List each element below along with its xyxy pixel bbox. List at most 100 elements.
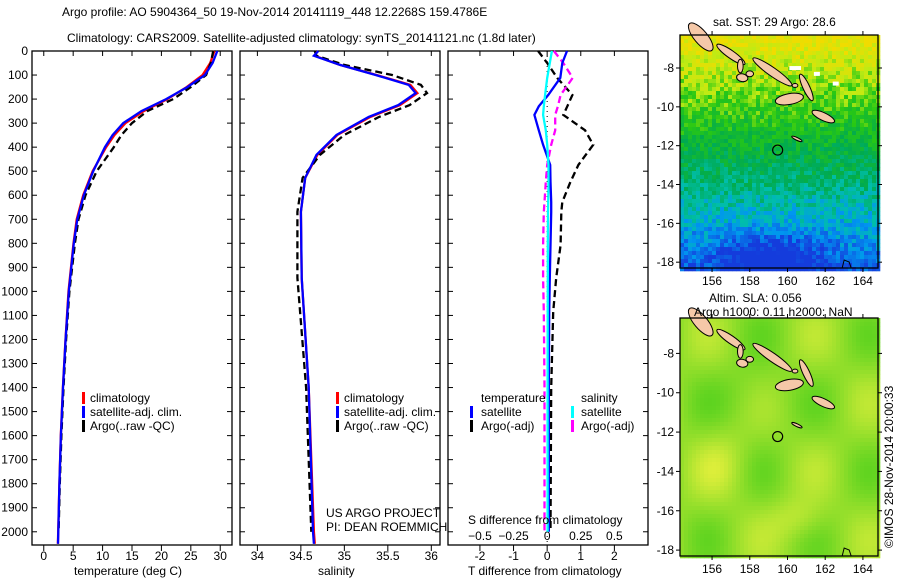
legend-swatch-t-argo	[470, 420, 473, 432]
x-tick-label: 30	[214, 549, 228, 563]
sla-map-title-1: Altim. SLA: 0.056	[709, 291, 802, 305]
island	[746, 356, 754, 362]
temperature-panel: 0100200300400500600700800900100011001200…	[1, 44, 232, 563]
sla-field	[680, 318, 880, 558]
lat-tick-label: -16	[657, 216, 675, 230]
y-tick-label: 1500	[1, 405, 28, 419]
sla-map-title-2: Argo h1000: 0.11 h2000: NaN	[694, 305, 853, 319]
legend-swatch-satellite	[336, 406, 339, 418]
lat-tick-label: -12	[657, 139, 675, 153]
y-tick-label: 1700	[1, 453, 28, 467]
legend-temperature: climatology satellite-adj. clim. Argo(..…	[82, 391, 182, 433]
legend-label: satellite	[481, 405, 522, 419]
legend-label: satellite-adj. clim.	[90, 405, 182, 419]
y-tick-label: 1100	[2, 308, 28, 322]
lat-tick-label: -12	[657, 425, 675, 439]
x2-tick-label: −0.25	[498, 529, 529, 543]
legend-title-temperature: temperature	[481, 391, 546, 405]
x-tick-label: 34.5	[289, 549, 313, 563]
missing-data-pixel	[833, 82, 839, 86]
island	[792, 84, 798, 88]
x-tick-label: 35.5	[376, 549, 400, 563]
project-credit: US ARGO PROJECT	[326, 506, 441, 520]
legend-title-salinity: salinity	[581, 391, 618, 405]
legend-swatch-satellite	[82, 406, 85, 418]
series-line-satellite-adj-clim-	[301, 51, 416, 544]
lat-tick-label: -10	[657, 100, 675, 114]
legend-label: climatology	[344, 391, 404, 405]
x-tick-label: 2	[611, 549, 618, 563]
series-line-climatology	[58, 51, 215, 544]
y-tick-label: 1600	[1, 429, 28, 443]
x-tick-label: -2	[475, 549, 486, 563]
legend-label: satellite-adj. clim.	[344, 405, 436, 419]
series-line-climatology	[301, 51, 418, 544]
y-tick-label: 800	[8, 236, 28, 250]
xlabel-salinity: salinity	[318, 564, 355, 578]
x-tick-label: 10	[96, 549, 110, 563]
lat-tick-label: -8	[663, 61, 674, 75]
lon-tick-label: 156	[702, 562, 722, 576]
x-tick-label: 1	[577, 549, 584, 563]
legend-label: Argo(..raw -QC)	[344, 419, 429, 433]
y-tick-label: 1000	[1, 284, 28, 298]
y-tick-label: 1300	[1, 357, 28, 371]
legend-label: Argo(-adj)	[481, 419, 534, 433]
x2-tick-label: 0.5	[606, 529, 623, 543]
lon-tick-label: 162	[815, 562, 835, 576]
lat-tick-label: -18	[657, 255, 675, 269]
legend-label: Argo(..raw -QC)	[90, 419, 175, 433]
pi-credit: PI: DEAN ROEMMICH	[326, 520, 447, 534]
legend-swatch-argo	[82, 420, 85, 432]
lat-tick-label: -14	[657, 178, 675, 192]
xlabel-t-difference: T difference from climatology	[468, 564, 622, 578]
lat-tick-label: -14	[657, 464, 675, 478]
lon-tick-label: 158	[740, 274, 760, 288]
x-tick-label: 0	[40, 549, 47, 563]
lat-tick-label: -8	[663, 346, 674, 360]
title-line-2: Climatology: CARS2009. Satellite-adjuste…	[67, 31, 536, 45]
legend-swatch-climatology	[336, 392, 339, 404]
lat-tick-label: -10	[657, 386, 675, 400]
missing-data-pixel	[814, 72, 820, 76]
x2-tick-label: −0.5	[468, 529, 492, 543]
y-tick-label: 300	[8, 116, 28, 130]
legend-swatch-s-satellite	[571, 406, 574, 418]
y-tick-label: 1200	[1, 332, 28, 346]
y-tick-label: 2000	[1, 525, 28, 539]
sst-pixel-grid	[680, 35, 880, 271]
x-tick-label: 35	[338, 549, 352, 563]
y-tick-label: 900	[8, 260, 28, 274]
x-tick-label: 36	[425, 549, 439, 563]
xlabel-s-difference: S difference from climatology	[468, 513, 623, 527]
x2-tick-label: 0.25	[569, 529, 593, 543]
legend-label: climatology	[90, 391, 150, 405]
sst-map-title: sat. SST: 29 Argo: 28.6	[713, 15, 836, 29]
y-tick-label: 100	[8, 68, 28, 82]
missing-data-pixel	[795, 66, 801, 70]
series-line-temperature-argo-adj-	[538, 51, 593, 532]
lon-tick-label: 162	[815, 274, 835, 288]
plot-frame	[240, 51, 440, 545]
y-tick-label: 200	[8, 92, 28, 106]
legend-swatch-argo	[336, 420, 339, 432]
plot-frame	[32, 51, 232, 545]
lon-tick-label: 160	[777, 562, 797, 576]
imos-timestamp: ©IMOS 28-Nov-2014 20:00:33	[882, 385, 896, 548]
lon-tick-label: 160	[777, 274, 797, 288]
island	[738, 59, 744, 73]
y-tick-label: 500	[8, 164, 28, 178]
title-line-1: Argo profile: AO 5904364_50 19-Nov-2014 …	[62, 5, 487, 19]
x-tick-label: -1	[508, 549, 519, 563]
lon-tick-label: 158	[740, 562, 760, 576]
lon-tick-label: 164	[853, 274, 873, 288]
legend-swatch-s-argo	[571, 420, 574, 432]
island	[738, 345, 744, 359]
series-line-argo-raw-qc-	[59, 51, 214, 532]
lat-tick-label: -16	[657, 504, 675, 518]
